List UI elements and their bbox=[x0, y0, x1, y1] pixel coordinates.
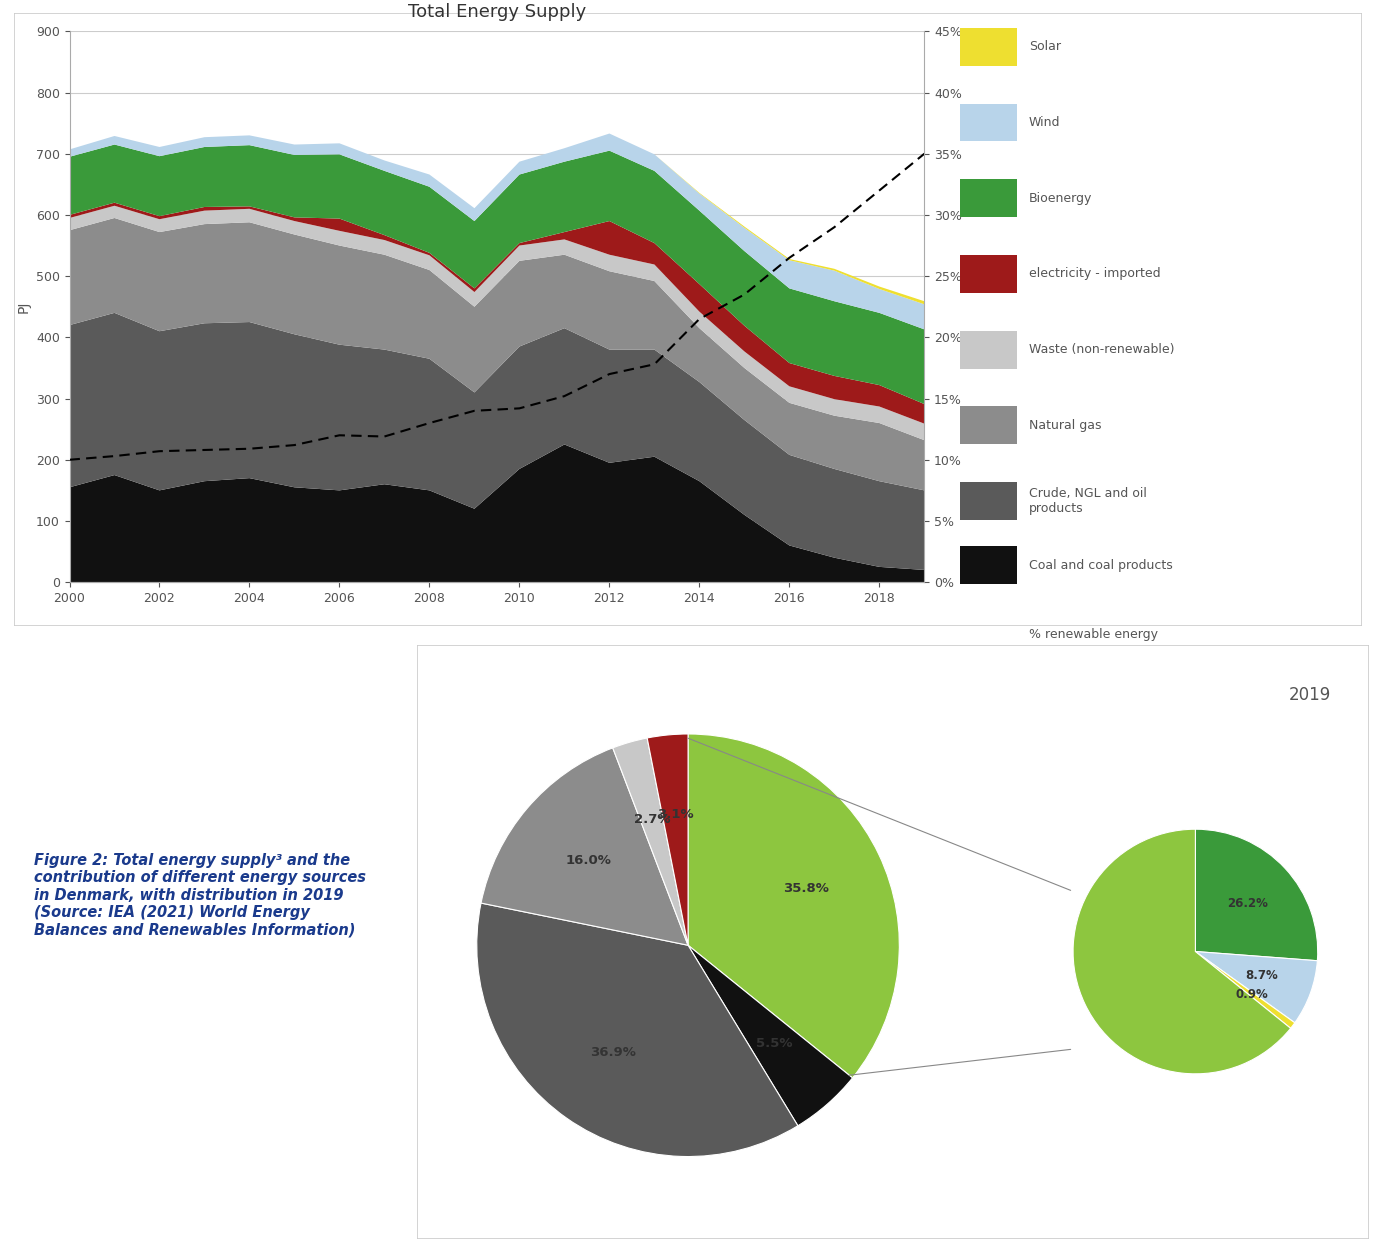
FancyBboxPatch shape bbox=[417, 645, 1369, 1239]
Text: 2019: 2019 bbox=[1289, 686, 1332, 705]
FancyBboxPatch shape bbox=[960, 482, 1016, 520]
Wedge shape bbox=[1195, 952, 1318, 1023]
Text: Solar: Solar bbox=[1029, 40, 1061, 54]
Wedge shape bbox=[648, 734, 688, 945]
FancyBboxPatch shape bbox=[960, 331, 1016, 368]
Text: 2.7%: 2.7% bbox=[634, 813, 670, 826]
Wedge shape bbox=[688, 734, 899, 1078]
Wedge shape bbox=[613, 737, 688, 945]
Text: Figure 2: Total energy supply³ and the
contribution of different energy sources
: Figure 2: Total energy supply³ and the c… bbox=[33, 853, 366, 938]
Text: Waste (non-renewable): Waste (non-renewable) bbox=[1029, 343, 1175, 356]
Text: Natural gas: Natural gas bbox=[1029, 418, 1101, 432]
Wedge shape bbox=[688, 945, 852, 1126]
Text: electricity - imported: electricity - imported bbox=[1029, 268, 1161, 280]
Text: 3.1%: 3.1% bbox=[657, 809, 694, 821]
Wedge shape bbox=[481, 747, 688, 945]
Text: 36.9%: 36.9% bbox=[589, 1045, 635, 1059]
Title: Total Energy Supply: Total Energy Supply bbox=[407, 4, 587, 21]
Y-axis label: PJ: PJ bbox=[17, 300, 31, 313]
Text: 8.7%: 8.7% bbox=[1245, 969, 1279, 983]
Text: 26.2%: 26.2% bbox=[1227, 896, 1268, 910]
Text: 35.8%: 35.8% bbox=[784, 883, 830, 895]
Wedge shape bbox=[1073, 829, 1291, 1074]
FancyBboxPatch shape bbox=[960, 179, 1016, 217]
Text: 0.9%: 0.9% bbox=[1236, 988, 1268, 1000]
Text: 5.5%: 5.5% bbox=[756, 1038, 792, 1050]
FancyBboxPatch shape bbox=[960, 546, 1016, 583]
FancyBboxPatch shape bbox=[14, 13, 1362, 626]
Wedge shape bbox=[477, 903, 798, 1157]
FancyBboxPatch shape bbox=[960, 104, 1016, 141]
Text: Crude, NGL and oil
products: Crude, NGL and oil products bbox=[1029, 487, 1147, 515]
Text: 16.0%: 16.0% bbox=[566, 854, 612, 866]
Text: Coal and coal products: Coal and coal products bbox=[1029, 558, 1173, 571]
FancyBboxPatch shape bbox=[960, 28, 1016, 66]
Wedge shape bbox=[1195, 952, 1295, 1028]
Text: Wind: Wind bbox=[1029, 116, 1061, 129]
FancyBboxPatch shape bbox=[960, 255, 1016, 293]
Text: Bioenergy: Bioenergy bbox=[1029, 192, 1093, 205]
Wedge shape bbox=[1195, 829, 1318, 960]
Text: % renewable energy: % renewable energy bbox=[1029, 629, 1158, 641]
FancyBboxPatch shape bbox=[960, 407, 1016, 444]
